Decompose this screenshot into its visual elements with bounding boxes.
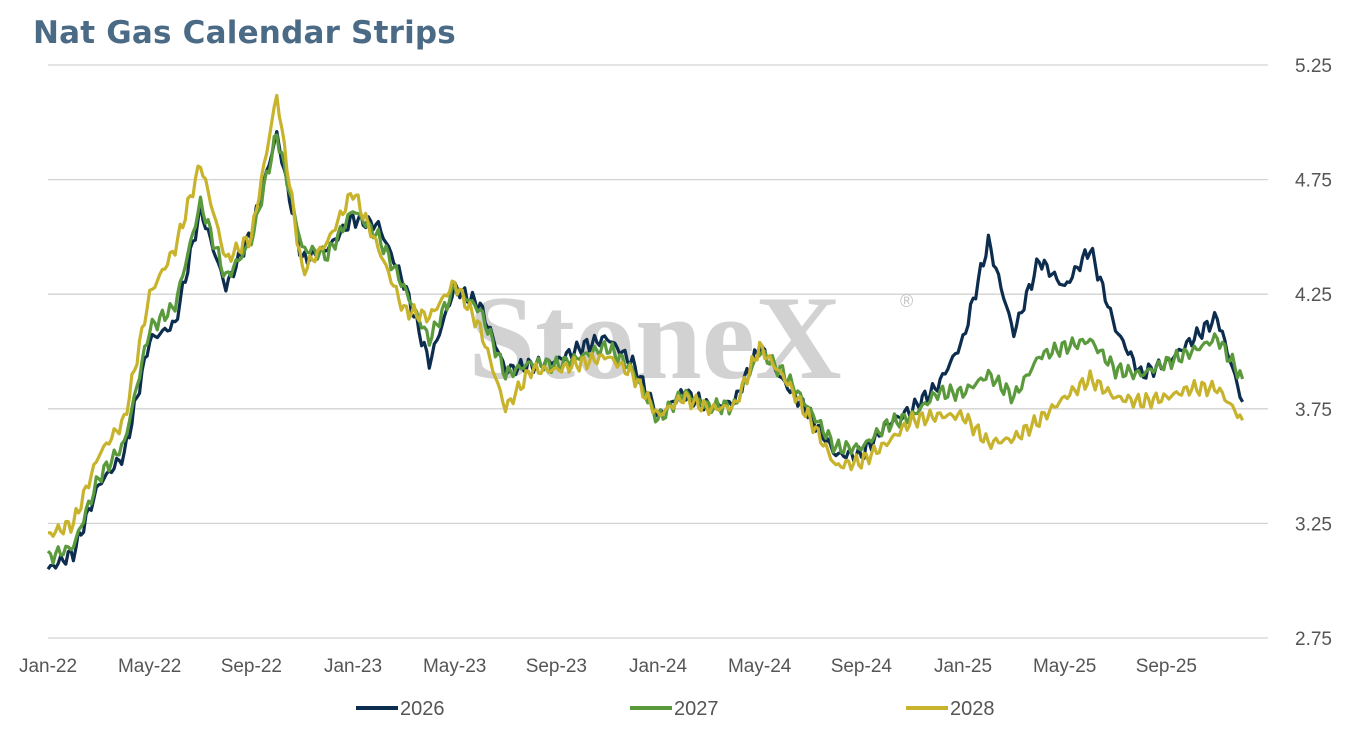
y-tick-label: 3.25 bbox=[1295, 514, 1332, 535]
y-tick-label: 4.25 bbox=[1295, 285, 1332, 306]
x-tick-label: Sep-25 bbox=[1136, 656, 1197, 677]
series-line-2028 bbox=[47, 93, 1245, 538]
x-tick-label: Jan-25 bbox=[934, 656, 992, 677]
gridlines bbox=[48, 64, 1268, 639]
x-axis-ticks: Jan-22 May-22 Sep-22 Jan-23 May-23 Sep-23 Jan-… bbox=[19, 656, 1197, 677]
x-tick-label: May-22 bbox=[118, 656, 181, 677]
legend-label-2026: 2026 bbox=[400, 698, 445, 720]
x-tick-label: Jan-23 bbox=[324, 656, 382, 677]
y-tick-label: 4.75 bbox=[1295, 171, 1332, 192]
legend: 2026 2027 2028 bbox=[356, 698, 995, 720]
series-lines bbox=[46, 93, 1245, 571]
stonex-watermark: StoneX ® bbox=[468, 271, 913, 404]
x-tick-label: Jan-22 bbox=[19, 656, 77, 677]
chart-title: Nat Gas Calendar Strips bbox=[33, 15, 456, 51]
x-tick-label: Sep-24 bbox=[831, 656, 893, 677]
legend-label-2028: 2028 bbox=[950, 698, 995, 720]
x-tick-label: May-24 bbox=[728, 656, 792, 677]
x-tick-label: May-23 bbox=[423, 656, 486, 677]
watermark-registered-mark: ® bbox=[900, 291, 913, 311]
x-tick-label: Sep-22 bbox=[221, 656, 282, 677]
x-tick-label: Sep-23 bbox=[526, 656, 587, 677]
y-tick-label: 3.75 bbox=[1295, 400, 1332, 421]
x-tick-label: Jan-24 bbox=[629, 656, 688, 677]
y-tick-label: 5.25 bbox=[1295, 56, 1332, 77]
watermark-text: StoneX bbox=[468, 271, 841, 404]
legend-label-2027: 2027 bbox=[674, 698, 719, 720]
y-tick-label: 2.75 bbox=[1295, 629, 1332, 650]
y-axis-ticks: 2.75 3.25 3.75 4.25 4.75 5.25 bbox=[1295, 56, 1332, 650]
x-tick-label: May-25 bbox=[1033, 656, 1096, 677]
